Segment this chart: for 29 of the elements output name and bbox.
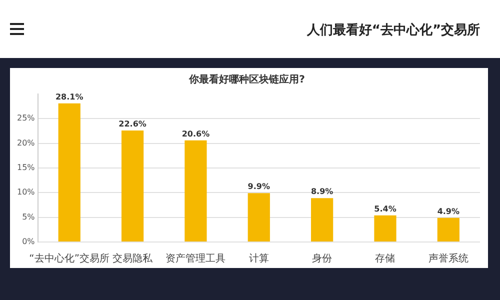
- data-label: 20.6%: [182, 129, 210, 138]
- bar: [374, 215, 396, 242]
- data-label: 28.1%: [55, 92, 84, 102]
- bar: [121, 130, 144, 242]
- y-tick-label: 5%: [22, 212, 36, 222]
- y-tick-label: 25%: [17, 114, 36, 123]
- x-tick-label: 交易隐私: [112, 252, 154, 265]
- x-tick-label: 资产管理工具: [166, 252, 226, 265]
- x-tick-label: 声誉系统: [428, 252, 468, 265]
- x-tick-label: “去中心化”交易所: [29, 252, 110, 265]
- bar: [311, 198, 334, 242]
- data-label: 22.6%: [118, 120, 146, 129]
- data-label: 4.9%: [437, 206, 460, 216]
- x-tick-label: 计算: [248, 252, 269, 265]
- y-tick-label: 15%: [17, 163, 36, 172]
- bar: [58, 103, 80, 242]
- data-label: 5.4%: [374, 204, 396, 214]
- y-tick-label: 0%: [22, 237, 36, 246]
- data-label: 9.9%: [248, 182, 270, 192]
- x-tick-label: 存储: [375, 252, 396, 265]
- y-tick-label: 10%: [17, 188, 36, 197]
- x-tick-label: 身份: [312, 252, 332, 265]
- chart-title: 人们最看好“去中心化”交易所: [306, 22, 480, 39]
- y-tick-label: 20%: [17, 138, 36, 148]
- bar: [184, 140, 207, 242]
- chart-subtitle: 你最看好哪种区块链应用?: [188, 74, 306, 86]
- bar: [248, 193, 270, 242]
- data-label: 8.9%: [310, 187, 334, 196]
- bar: [437, 218, 460, 242]
